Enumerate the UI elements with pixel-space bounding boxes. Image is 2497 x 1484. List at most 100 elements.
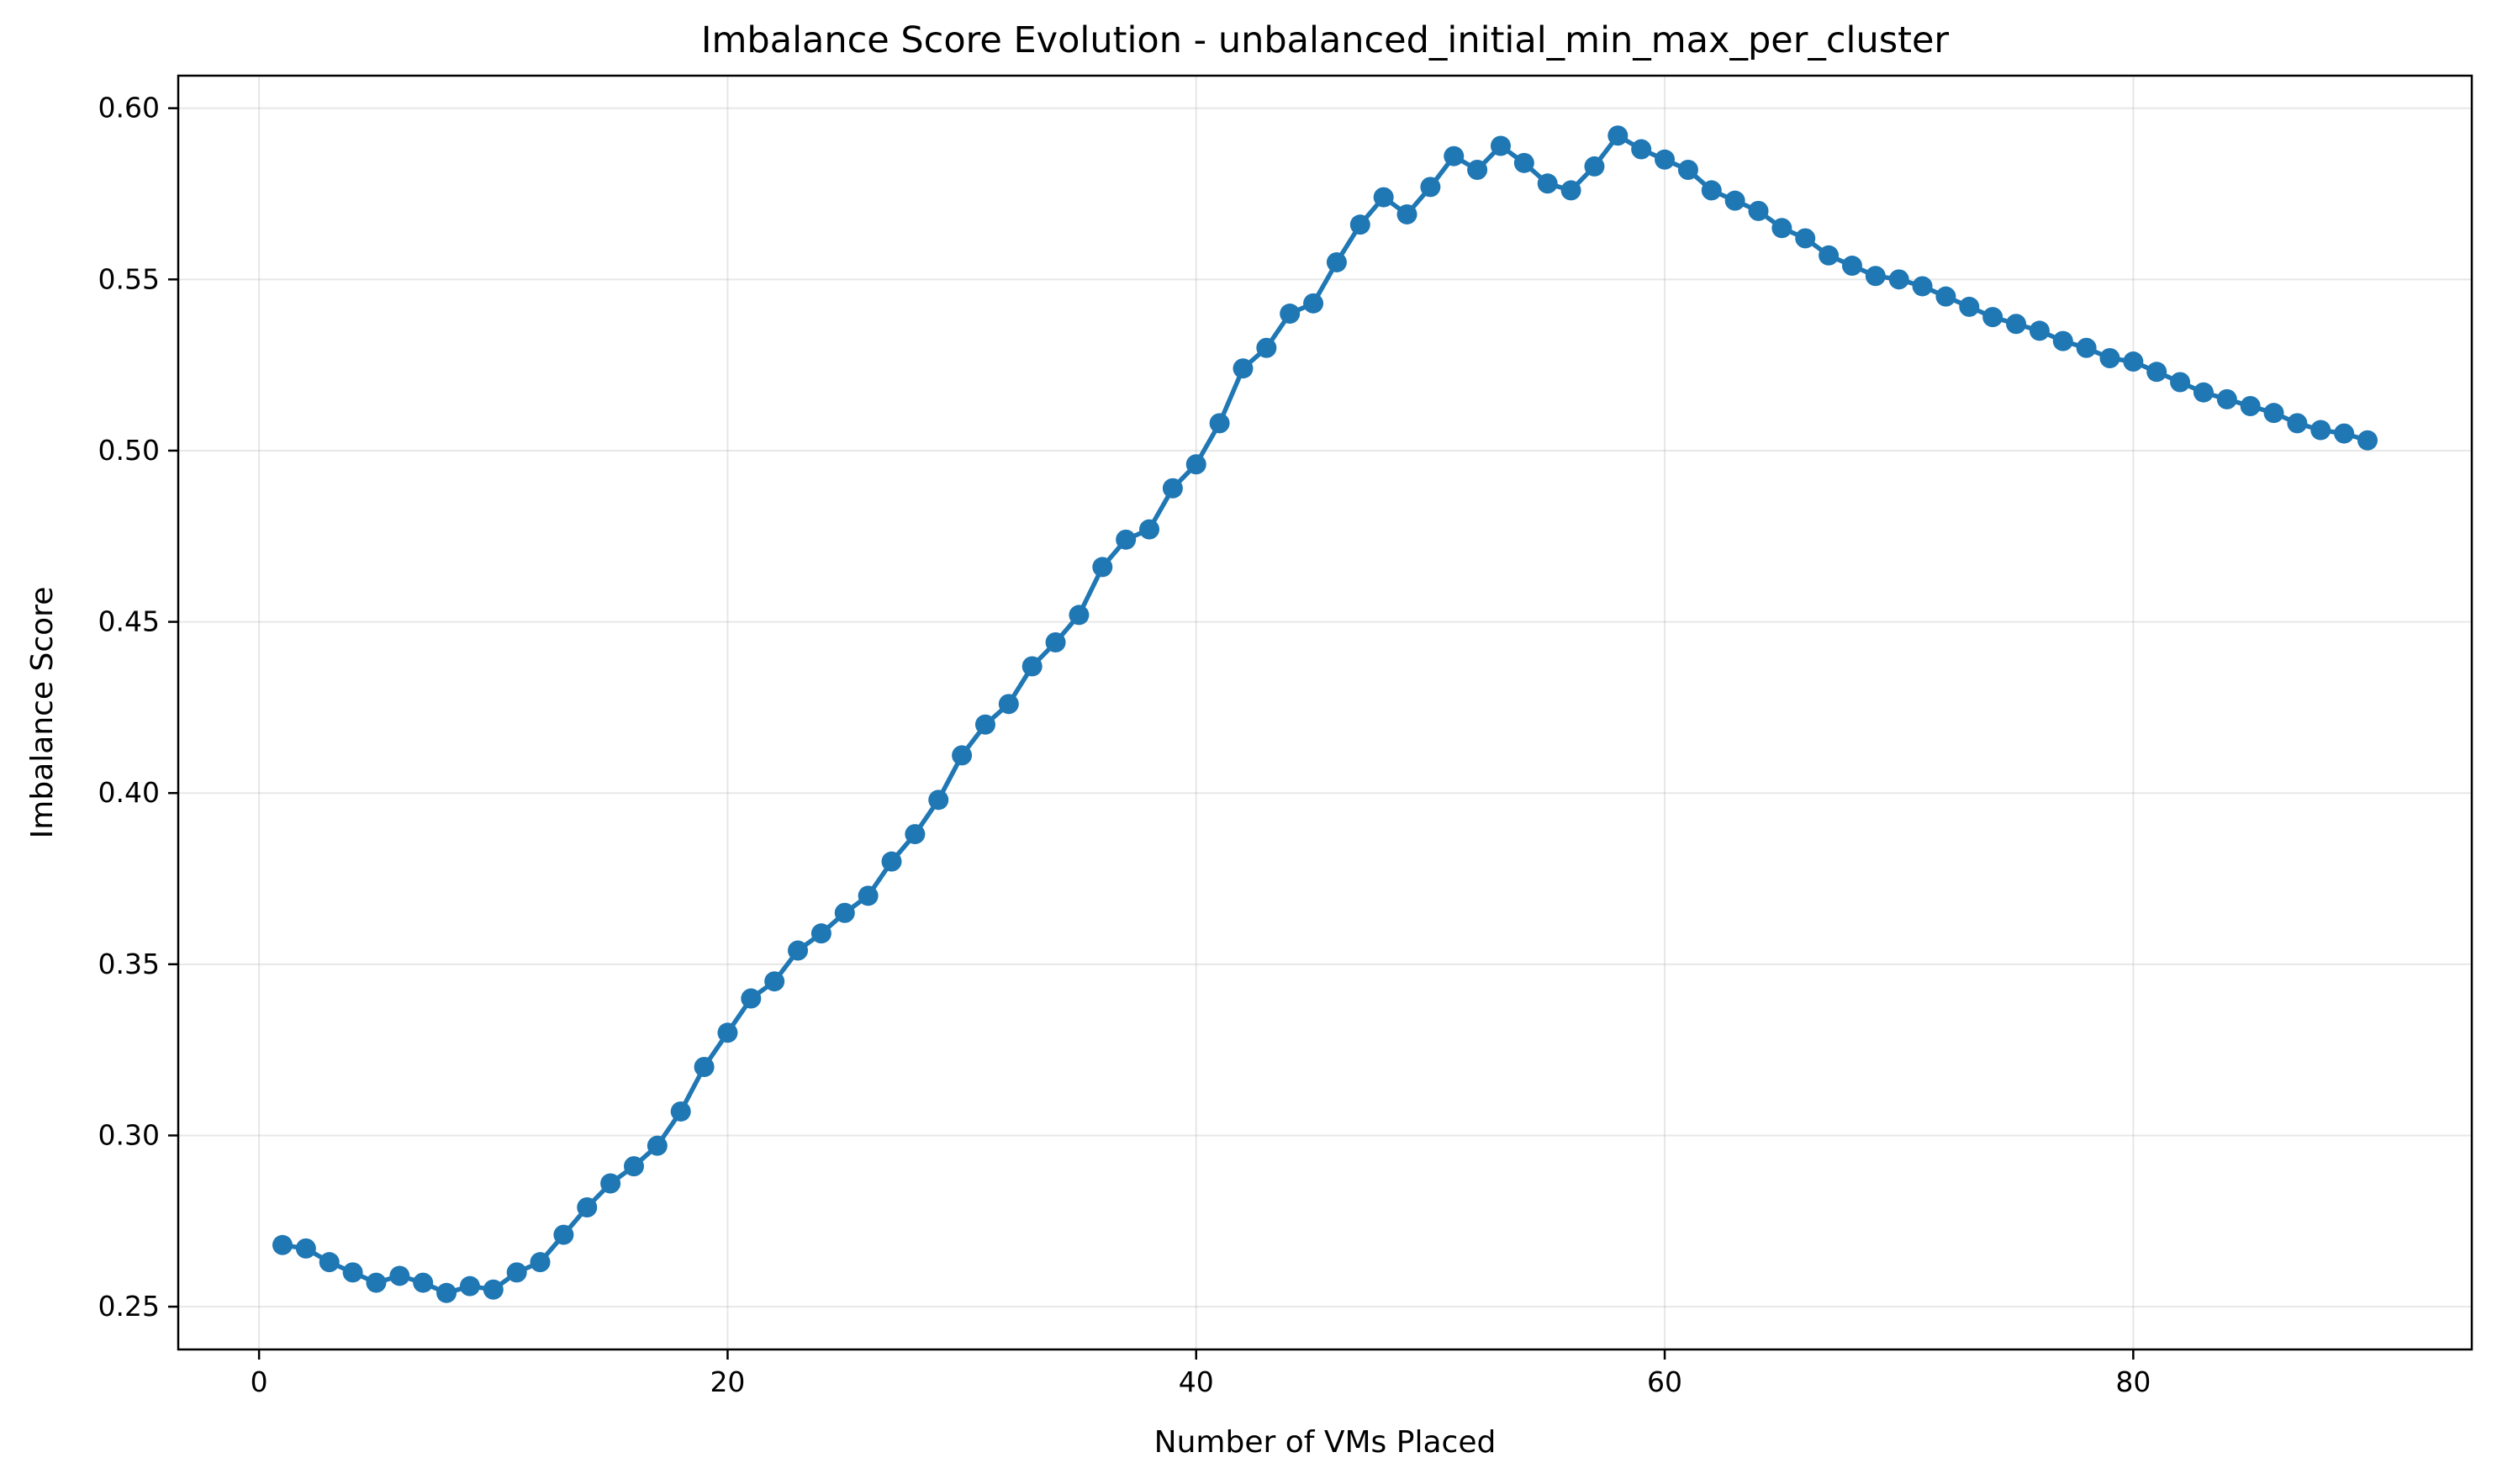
y-axis-ticks: 0.25 0.30 0.35 0.40 0.45 0.50 0.55 0.60 xyxy=(98,92,178,1323)
data-point xyxy=(413,1272,434,1293)
data-point xyxy=(1724,190,1745,211)
data-point xyxy=(1185,454,1206,475)
data-point xyxy=(928,790,949,811)
x-tick-label: 40 xyxy=(1179,1365,1214,1398)
data-point xyxy=(1912,276,1933,297)
data-point xyxy=(1865,266,1886,287)
data-point xyxy=(1139,519,1160,540)
data-point xyxy=(1655,149,1676,170)
data-point xyxy=(295,1238,316,1259)
data-point xyxy=(1819,245,1840,266)
data-point xyxy=(1373,187,1394,208)
x-tick-label: 0 xyxy=(251,1365,268,1398)
data-point xyxy=(810,923,831,944)
data-point xyxy=(2263,403,2284,424)
data-point xyxy=(834,902,855,923)
data-point xyxy=(905,824,926,845)
data-point xyxy=(553,1224,574,1245)
data-point xyxy=(952,745,973,766)
grid xyxy=(178,76,2472,1349)
data-point xyxy=(1233,358,1254,379)
data-point xyxy=(1513,152,1534,173)
data-point xyxy=(670,1101,691,1122)
chart-title: Imbalance Score Evolution - unbalanced_i… xyxy=(701,19,1950,61)
x-axis-ticks: 0 20 40 60 80 xyxy=(251,1349,2151,1398)
series-line xyxy=(282,133,2368,1296)
data-point xyxy=(1537,173,1558,194)
data-point xyxy=(1303,293,1324,314)
data-point xyxy=(2006,314,2027,335)
y-tick-label: 0.25 xyxy=(98,1290,160,1323)
data-point xyxy=(2146,362,2167,383)
data-point xyxy=(1584,156,1605,177)
x-tick-label: 80 xyxy=(2115,1365,2151,1398)
data-point xyxy=(1959,296,1980,317)
data-point xyxy=(974,714,995,735)
data-point xyxy=(2099,347,2120,368)
data-point xyxy=(2052,330,2073,351)
data-point xyxy=(342,1262,363,1283)
y-tick-label: 0.50 xyxy=(98,434,160,467)
data-point xyxy=(788,940,809,961)
data-point xyxy=(2123,351,2144,372)
data-point xyxy=(717,1022,738,1043)
data-point xyxy=(366,1272,387,1293)
data-point xyxy=(858,885,879,906)
data-point xyxy=(2029,320,2050,341)
data-point xyxy=(1631,139,1652,160)
y-tick-label: 0.35 xyxy=(98,948,160,980)
data-points xyxy=(272,125,2378,1303)
y-tick-label: 0.55 xyxy=(98,262,160,295)
data-point xyxy=(1280,304,1301,325)
data-point xyxy=(1092,557,1113,578)
data-point xyxy=(2310,420,2331,441)
data-point xyxy=(1888,269,1909,290)
plot-frame xyxy=(177,74,2473,1351)
data-point xyxy=(881,851,902,872)
data-point xyxy=(483,1279,504,1300)
data-point xyxy=(1701,180,1722,201)
data-point xyxy=(1116,529,1137,550)
x-tick-label: 60 xyxy=(1647,1365,1682,1398)
data-point xyxy=(2076,337,2097,358)
data-point xyxy=(1349,214,1370,235)
data-point xyxy=(998,694,1019,715)
data-point xyxy=(1795,228,1816,249)
data-point xyxy=(389,1265,410,1286)
data-point xyxy=(1256,337,1277,358)
data-point xyxy=(2357,430,2378,451)
data-point xyxy=(1467,159,1488,180)
data-point xyxy=(2193,382,2214,403)
data-point xyxy=(1982,307,2003,328)
data-point xyxy=(2334,423,2355,444)
data-point xyxy=(459,1275,480,1297)
x-axis-label: Number of VMs Placed xyxy=(1154,1425,1497,1460)
data-point xyxy=(1771,218,1792,239)
data-point xyxy=(1677,159,1698,180)
data-point xyxy=(272,1234,293,1255)
y-tick-label: 0.60 xyxy=(98,92,160,124)
data-point xyxy=(577,1196,598,1217)
y-tick-label: 0.40 xyxy=(98,776,160,809)
data-point xyxy=(1748,200,1769,221)
data-point xyxy=(1326,251,1347,272)
data-point xyxy=(1045,632,1066,653)
data-point xyxy=(600,1173,621,1194)
data-point xyxy=(436,1282,457,1303)
data-point xyxy=(764,971,785,992)
y-tick-label: 0.30 xyxy=(98,1118,160,1151)
data-point xyxy=(2170,372,2191,393)
data-point xyxy=(1560,180,1581,201)
data-point xyxy=(694,1057,715,1078)
data-point xyxy=(1420,177,1441,198)
data-point xyxy=(1935,286,1956,307)
data-point xyxy=(647,1135,668,1156)
y-tick-label: 0.45 xyxy=(98,605,160,638)
data-point xyxy=(506,1262,527,1283)
data-point xyxy=(2240,396,2261,417)
data-point xyxy=(530,1252,551,1273)
data-point xyxy=(1022,656,1043,677)
y-axis-label: Imbalance Score xyxy=(25,587,60,839)
data-point xyxy=(1490,135,1511,156)
